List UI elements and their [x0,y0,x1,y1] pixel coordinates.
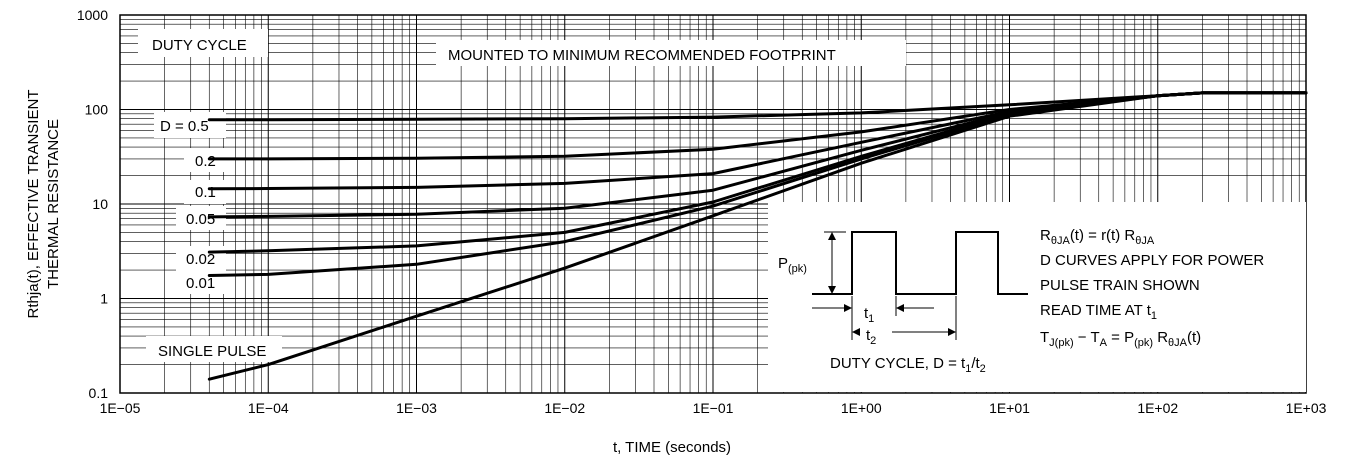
series-label-d05: D = 0.5 [160,118,209,135]
inset-box [768,202,1306,392]
eq-line3: PULSE TRAIN SHOWN [1040,277,1200,294]
x-tick-label: 1E+01 [989,400,1030,416]
t2-label: t2 [866,327,876,347]
single-pulse-label: SINGLE PULSE [158,343,266,360]
y-axis-title-line1: Rthja(t), EFFECTIVE TRANSIENT [25,90,42,319]
series-label-d01: 0.1 [195,184,216,201]
label-box-d002 [176,246,226,270]
y-tick-label: 10 [92,196,108,212]
p-label: P(pk) [778,255,807,275]
y-axis-title-line2: THERMAL RESISTANCE [45,119,62,289]
series-label-d005: 0.05 [186,211,215,228]
pulse-train-diagram: P(pk) t1 t2 DUTY CYCLE, D = t1/t2 [778,231,1028,375]
y-tick-label: 0.1 [89,385,109,401]
label-box-d05 [154,112,226,138]
series-label-d001: 0.01 [186,275,215,292]
eq-line4: READ TIME AT t1 [1040,302,1157,322]
t1-label: t1 [864,305,874,325]
mounting-label: MOUNTED TO MINIMUM RECOMMENDED FOOTPRINT [448,47,836,64]
y-tick-label: 1000 [77,7,108,23]
curves [207,91,1308,381]
tick-labels: 1E−05 1E−04 1E−03 1E−02 1E−01 1E+00 1E+01 1E+02… [77,7,1327,416]
t1-arrow-head-left [844,304,852,312]
pk-arrow-up [828,232,836,240]
eq-line5: TJ(pk) − TA = P(pk) RθJA(t) [1040,329,1201,349]
pk-arrow-down [828,286,836,294]
t1-arrow-head-right [896,304,904,312]
mounting-box [436,40,906,66]
x-tick-label: 1E−02 [544,400,585,416]
pulse-waveform [812,231,1028,295]
eq-line2: D CURVES APPLY FOR POWER [1040,252,1264,269]
series-line-6 [207,91,1308,381]
t2-arrow-head-right [948,328,956,336]
t2-arrow-head-left [852,328,860,336]
y-tick-label: 1 [100,291,108,307]
eq-line1: RθJA(t) = r(t) RθJA [1040,227,1155,247]
equations: RθJA(t) = r(t) RθJA D CURVES APPLY FOR P… [1040,227,1264,349]
label-box-d01 [184,180,226,204]
x-tick-label: 1E−04 [248,400,289,416]
series-label-d02: 0.2 [195,153,216,170]
y-tick-label: 100 [85,102,109,118]
duty-cycle-box [138,29,268,57]
x-axis-title: t, TIME (seconds) [613,439,731,456]
x-tick-label: 1E−05 [100,400,141,416]
duty-cycle-label: DUTY CYCLE [152,37,247,54]
x-tick-label: 1E+00 [841,400,882,416]
single-pulse-box [146,336,282,362]
x-tick-label: 1E+03 [1286,400,1327,416]
x-tick-label: 1E+02 [1137,400,1178,416]
x-tick-label: 1E−01 [693,400,734,416]
duty-cycle-caption: DUTY CYCLE, D = t1/t2 [830,355,986,375]
series-label-d002: 0.02 [186,251,215,268]
x-tick-label: 1E−03 [396,400,437,416]
